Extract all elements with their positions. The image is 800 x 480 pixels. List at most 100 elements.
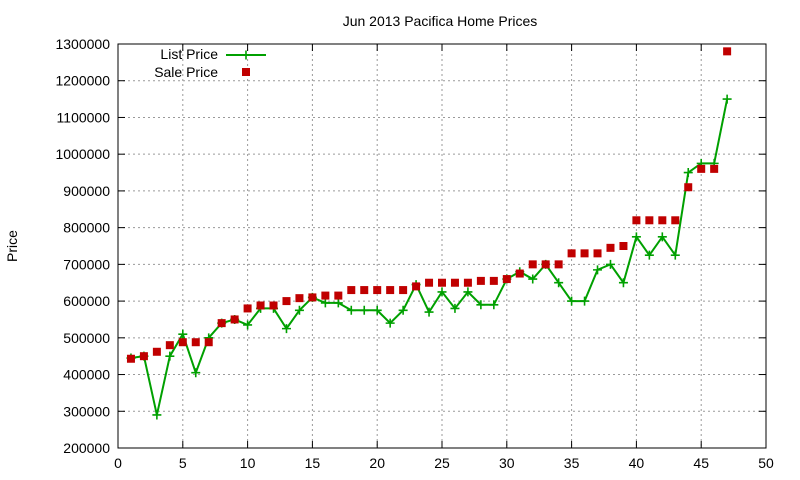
- y-tick-label: 1300000: [55, 36, 110, 52]
- sale-price-point: [243, 304, 252, 313]
- list-price-point: [670, 250, 680, 260]
- list-price-point: [424, 307, 434, 317]
- list-price-point: [165, 351, 175, 361]
- sale-price-point: [528, 260, 537, 269]
- x-tick-label: 45: [693, 455, 709, 471]
- x-tick-label: 5: [179, 455, 187, 471]
- list-price-point: [243, 320, 253, 330]
- list-price-point: [528, 274, 538, 284]
- sale-price-point: [463, 278, 472, 287]
- list-price-point: [618, 278, 628, 288]
- sale-price-point: [450, 278, 459, 287]
- sale-price-point: [256, 301, 265, 310]
- list-price-point: [450, 303, 460, 313]
- sale-price-point: [567, 249, 576, 258]
- sale-price-point: [191, 338, 200, 347]
- y-tick-label: 200000: [63, 440, 110, 456]
- sale-price-point: [295, 294, 304, 303]
- legend-label-sale-price: Sale Price: [154, 64, 218, 80]
- series: [126, 47, 732, 420]
- sale-price-point: [308, 293, 317, 302]
- sale-price-point: [684, 183, 693, 192]
- x-tick-label: 15: [305, 455, 321, 471]
- list-price-point: [567, 296, 577, 306]
- legend-label-list-price: List Price: [160, 46, 218, 62]
- sale-price-point: [178, 338, 187, 347]
- y-axis-label: Price: [4, 230, 20, 262]
- sale-price-point: [165, 341, 174, 350]
- list-price-point: [476, 300, 486, 310]
- grid: [118, 44, 766, 448]
- legend-marker-list-price: [241, 50, 251, 60]
- list-price-point: [372, 305, 382, 315]
- y-tick-label: 500000: [63, 330, 110, 346]
- x-tick-label: 0: [114, 455, 122, 471]
- sale-price-point: [334, 291, 343, 300]
- y-tick-label: 800000: [63, 220, 110, 236]
- sale-price-point: [476, 276, 485, 285]
- list-price-point: [359, 305, 369, 315]
- list-price-point: [152, 410, 162, 420]
- sale-price-point: [126, 354, 135, 363]
- legend-marker-sale-price: [242, 68, 250, 76]
- list-price-point: [191, 368, 201, 378]
- sale-price-point: [438, 278, 446, 287]
- sale-price-point: [269, 301, 278, 310]
- legend: List Price Sale Price: [154, 46, 266, 80]
- sale-price-point: [347, 286, 356, 295]
- sale-price-point: [425, 278, 434, 287]
- chart-title: Jun 2013 Pacifica Home Prices: [343, 13, 538, 29]
- sale-price-point: [139, 352, 148, 361]
- sale-price-point: [697, 164, 706, 173]
- sale-price-point: [671, 216, 680, 225]
- list-price-point: [631, 232, 641, 242]
- sale-price-point: [580, 249, 589, 258]
- y-tick-label: 1200000: [55, 73, 110, 89]
- x-tick-label: 10: [240, 455, 256, 471]
- y-tick-label: 700000: [63, 256, 110, 272]
- list-price-point: [281, 324, 291, 334]
- list-price-point: [489, 300, 499, 310]
- list-price-point: [722, 94, 732, 104]
- list-price-point: [593, 265, 603, 275]
- y-tick-label: 300000: [63, 403, 110, 419]
- sale-price-point: [321, 291, 330, 300]
- sale-price-point: [360, 286, 369, 295]
- list-price-point: [346, 305, 356, 315]
- sale-price-point: [658, 216, 667, 225]
- sale-price-point: [412, 282, 421, 291]
- list-price-point: [320, 298, 330, 308]
- list-price-point: [580, 296, 590, 306]
- sale-price-point: [606, 243, 615, 252]
- sale-price-point: [386, 286, 395, 295]
- sale-price-point: [619, 242, 628, 250]
- y-tick-label: 1000000: [55, 146, 110, 162]
- sale-price-point: [152, 347, 161, 356]
- sale-price-point: [282, 297, 291, 306]
- sale-price-point: [373, 286, 382, 295]
- sale-price-point: [645, 216, 654, 225]
- sale-price-point: [515, 269, 524, 278]
- y-tick-label: 900000: [63, 183, 110, 199]
- list-price-point: [385, 318, 395, 328]
- sale-price-point: [217, 319, 226, 328]
- x-tick-label: 20: [369, 455, 385, 471]
- x-tick-label: 25: [434, 455, 450, 471]
- sale-price-point: [554, 260, 563, 269]
- y-tick-label: 400000: [63, 367, 110, 383]
- x-tick-label: 50: [758, 455, 774, 471]
- list-price-point: [657, 232, 667, 242]
- sale-price-point: [502, 275, 511, 284]
- sale-price-point: [230, 315, 239, 324]
- x-tick-label: 40: [629, 455, 645, 471]
- x-tick-label: 30: [499, 455, 515, 471]
- list-price-point: [437, 287, 447, 297]
- y-tick-label: 600000: [63, 293, 110, 309]
- sale-price-point: [723, 47, 732, 56]
- sale-price-point: [204, 338, 213, 347]
- axis-ticks: 0 5 10 15 20 25 30 35 40 45 50 200000 300000 400000 50…: [55, 36, 774, 471]
- list-price-point: [605, 259, 615, 269]
- list-price-point: [333, 298, 343, 308]
